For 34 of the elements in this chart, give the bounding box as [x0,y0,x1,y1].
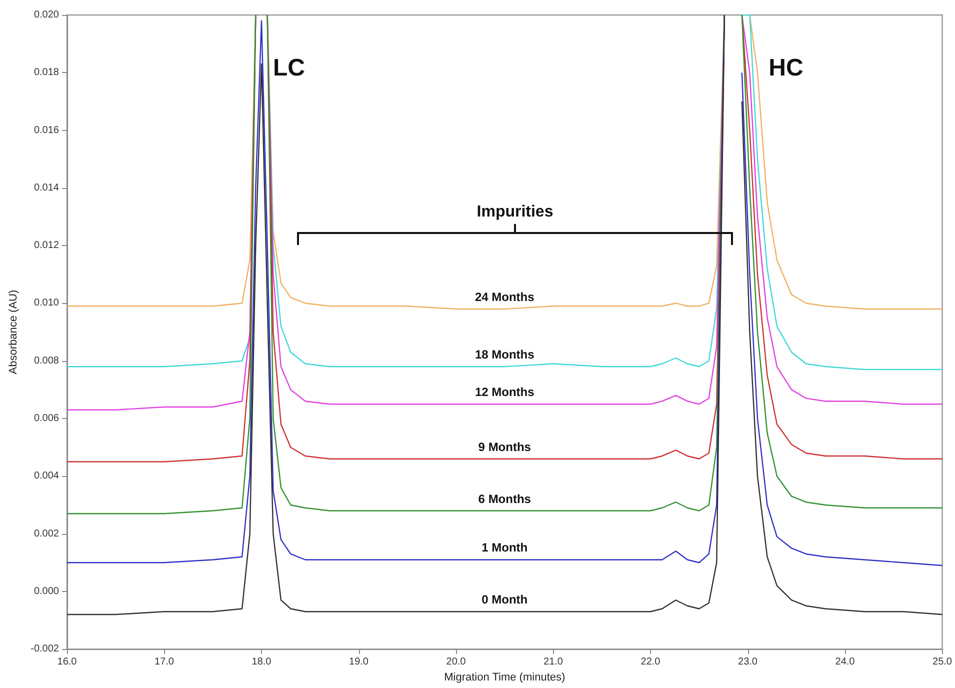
x-tick-label: 25.0 [932,656,952,668]
y-tick-label: 0.014 [34,182,60,194]
y-tick-label: 0.002 [34,528,60,540]
x-tick-label: 18.0 [252,656,272,668]
y-tick-label: 0.020 [34,10,60,20]
series-label: 18 Months [474,348,535,362]
x-tick-label: 21.0 [544,656,564,668]
y-tick-label: -0.002 [30,644,60,655]
x-axis-title: Migration Time (minutes) [444,672,566,684]
y-tick-label: 0.016 [34,124,60,136]
y-tick-label: 0.010 [34,298,60,309]
annotation: LC [273,54,305,82]
y-axis-title: Absorbance (AU) [8,290,20,374]
y-tick-label: 0.000 [34,586,60,597]
x-tick-label: 19.0 [349,656,369,668]
y-tick-label: 0.006 [34,413,60,424]
series-label: 12 Months [474,385,535,400]
x-tick-label: 23.0 [738,656,758,668]
y-tick-label: 0.012 [34,240,60,252]
x-tick-label: 16.0 [57,656,78,668]
annotation: Impurities [476,204,554,220]
annotation: HC [768,54,804,82]
series-label: 1 Month [482,540,528,555]
series-label: 9 Months [478,440,532,454]
series-label: 24 Months [474,290,535,304]
x-tick-label: 20.0 [446,656,466,668]
y-tick-label: 0.008 [34,355,60,366]
y-tick-label: 0.004 [34,470,60,482]
x-tick-label: 24.0 [835,656,856,668]
x-tick-label: 17.0 [154,656,174,668]
series-label: 0 Month [482,592,528,607]
x-tick-label: 22.0 [640,656,661,668]
series-label: 6 Months [478,492,532,506]
y-tick-label: 0.018 [34,67,60,78]
